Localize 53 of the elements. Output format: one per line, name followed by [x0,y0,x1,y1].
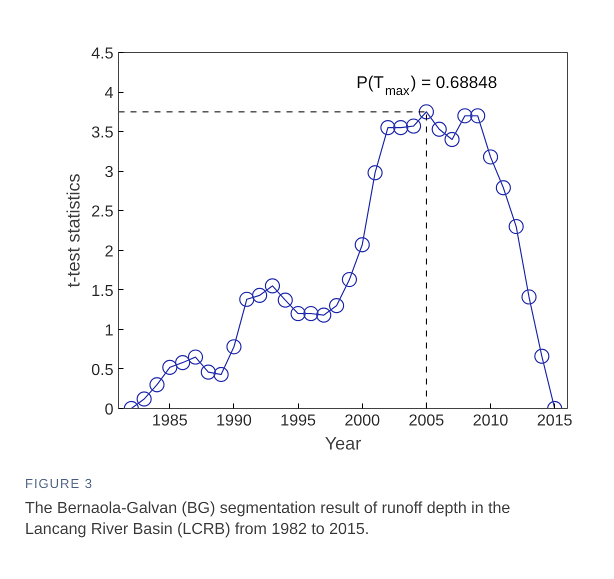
point [380,120,396,136]
x-tick-label: 1985 [152,412,188,430]
point [136,391,152,407]
x-axis-title: Year [324,434,362,454]
x-tick-label: 1995 [280,412,316,430]
point [316,308,332,323]
y-tick-label: 1 [104,322,114,340]
point [482,149,498,165]
y-tick-label: 4 [104,85,114,102]
x-tick-label: 2010 [472,412,508,430]
y-tick-label: 0.5 [91,362,114,379]
point [303,306,319,322]
point [367,165,383,180]
x-tick-label: 2015 [536,412,573,430]
point [393,120,408,136]
y-axis-title: t-test statistics [63,173,84,288]
point [534,348,550,364]
y-tick-label: 3.5 [91,124,114,142]
x-tick-label: 2005 [408,412,444,430]
point [354,237,370,252]
point [496,180,511,196]
point [162,360,178,375]
point [342,272,358,288]
point [521,289,537,305]
point [214,366,229,382]
point [470,108,486,124]
point [200,364,216,380]
point [239,292,254,307]
point [278,292,293,308]
y-tick-label: 0 [104,402,114,418]
y-tick-label: 2 [104,243,114,260]
x-tick-label: 2000 [344,412,380,430]
y-tick-label: 4.5 [91,46,114,62]
point [175,355,190,370]
y-tick-label: 1.5 [91,282,114,300]
point [252,288,268,303]
point [188,349,204,365]
y-tick-label: 3 [104,164,114,182]
point [418,104,434,120]
point [290,306,306,322]
y-tick-label: 2.5 [91,204,114,221]
x-tick-label: 1990 [216,412,252,430]
point [406,118,422,134]
text: The Bernaola-Galvan (BG) segmentation result of runoff depth in the Lancang River Basin (LCRB) from 1982 to 2015. [25,498,512,540]
point [149,377,165,392]
point [264,278,280,294]
point [508,218,524,234]
caption: FIGURE 3 [25,475,94,493]
point [328,298,344,314]
point [457,108,472,124]
point [226,339,242,354]
point [432,122,447,137]
point [444,132,460,148]
